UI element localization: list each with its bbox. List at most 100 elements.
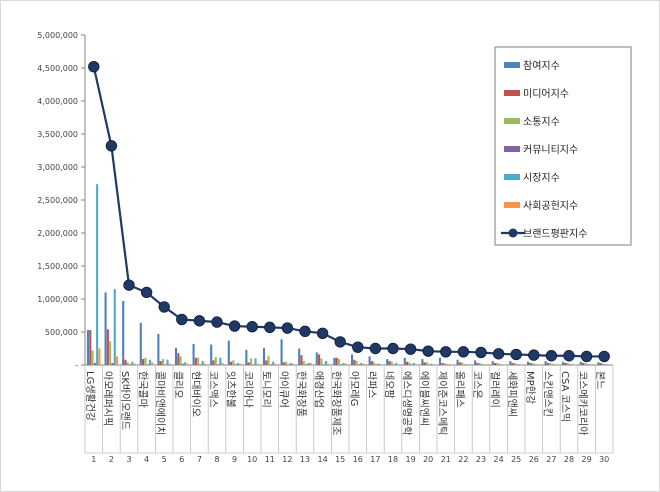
y-tick-label: 5,000,000: [37, 31, 78, 40]
x-category-label: 코리아나: [242, 371, 254, 408]
bar-5: [219, 357, 222, 365]
x-category-label: 스킨앤스킨: [541, 371, 553, 417]
x-category-label: 아모레퍼시픽: [101, 371, 113, 426]
x-category-label: 현대바이오: [189, 371, 201, 417]
brand-index-point: [457, 346, 470, 358]
bar-6: [133, 363, 136, 365]
bar-6: [362, 363, 365, 365]
x-category-label: 세화피앤씨: [506, 371, 518, 417]
bar-5: [148, 359, 151, 365]
bar-5: [536, 364, 539, 365]
bar-3: [531, 363, 534, 365]
bar-5: [166, 359, 169, 365]
brand-index-point: [105, 140, 118, 152]
bar-1: [403, 357, 406, 365]
bar-1: [509, 361, 512, 365]
bar-6: [503, 364, 506, 365]
bar-6: [379, 364, 383, 365]
bar-1: [210, 344, 213, 365]
x-category-label: 한국화장품: [295, 371, 307, 417]
bar-4: [217, 364, 220, 365]
bar-5: [483, 364, 486, 365]
brand-index-point: [228, 320, 241, 332]
x-category-label: 에스디생명공학: [401, 371, 413, 435]
bar-6: [608, 364, 611, 365]
plot-area: - 500,000 1,000,000 1,500,000 2,000,000 2,500…: [37, 31, 614, 464]
x-category-label: LG생활건강: [84, 371, 97, 421]
bar-3: [91, 350, 94, 365]
x-category-number: 21: [441, 455, 451, 464]
bar-3: [355, 361, 358, 365]
legend-swatch: [504, 118, 520, 124]
x-category-number: 7: [197, 455, 202, 464]
bar-6: [168, 363, 171, 365]
bar-2: [458, 362, 461, 365]
x-category-number: 19: [406, 455, 416, 464]
bar-6: [203, 363, 207, 365]
bar-4: [129, 364, 132, 365]
bar-4: [269, 364, 272, 365]
bar-3: [549, 363, 552, 365]
y-tick-label: 1,000,000: [37, 295, 78, 304]
brand-index-point: [281, 322, 294, 334]
bar-2: [476, 363, 479, 365]
bar-5: [272, 361, 275, 365]
bar-5: [236, 363, 239, 365]
bar-4: [340, 364, 343, 365]
y-tick-label: 4,500,000: [37, 64, 78, 73]
brand-index-point: [264, 321, 276, 334]
bar-2: [511, 363, 514, 365]
bar-5: [254, 358, 257, 365]
x-category-label: 네오팜: [383, 371, 395, 399]
brand-index-point: [123, 279, 135, 291]
legend-label: 시장지수: [523, 172, 560, 184]
bar-2: [582, 363, 585, 365]
x-category-number: 6: [179, 455, 184, 464]
bar-5: [518, 364, 521, 365]
bar-2: [529, 363, 532, 365]
bar-5: [553, 364, 556, 365]
bar-4: [604, 364, 607, 365]
bar-4: [498, 364, 501, 365]
bar-2: [230, 361, 233, 365]
bar-4: [93, 363, 96, 365]
bar-5: [201, 361, 204, 365]
bar-2: [318, 354, 321, 365]
brand-index-point: [176, 313, 188, 326]
bar-6: [467, 364, 471, 365]
legend-swatch: [504, 174, 520, 180]
bar-4: [164, 364, 167, 365]
bar-3: [390, 361, 393, 365]
brand-index-point: [404, 343, 417, 355]
bar-6: [115, 356, 119, 365]
bar-6: [344, 363, 347, 365]
brand-index-point: [193, 315, 206, 327]
brand-index-point: [580, 350, 593, 363]
bar-2: [159, 361, 162, 365]
bar-5: [131, 361, 134, 365]
bar-4: [111, 363, 114, 365]
bar-3: [197, 357, 200, 365]
y-tick-label: 2,500,000: [37, 196, 78, 205]
bar-4: [287, 364, 290, 365]
x-category-number: 3: [126, 455, 131, 464]
x-category-number: 16: [353, 455, 363, 464]
bar-2: [142, 359, 145, 365]
bar-5: [588, 364, 591, 365]
bar-6: [538, 364, 541, 365]
brand-index-point: [387, 342, 399, 355]
bar-2: [194, 357, 197, 365]
legend-swatch: [504, 146, 520, 152]
bar-1: [157, 333, 160, 365]
bar-5: [184, 362, 187, 365]
bar-1: [386, 359, 389, 365]
x-category-label: CSA 코스믹: [559, 371, 571, 422]
bar-6: [415, 364, 418, 365]
brand-index-point: [475, 346, 487, 359]
bar-2: [124, 359, 127, 365]
x-category-number: 4: [144, 455, 149, 464]
y-tick-label: 4,000,000: [37, 97, 78, 106]
bar-1: [579, 361, 582, 365]
brand-index-point: [369, 342, 382, 355]
bar-3: [302, 361, 305, 365]
